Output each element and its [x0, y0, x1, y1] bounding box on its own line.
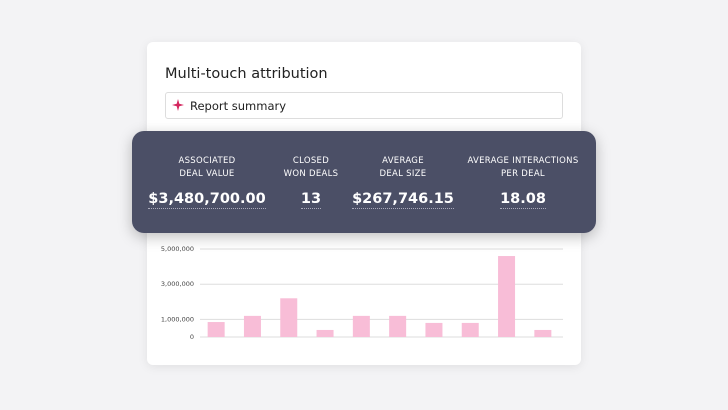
stats-panel: ASSOCIATED DEAL VALUE $3,480,700.00 CLOSED W…	[132, 131, 596, 233]
stat-label: AVERAGE INTERACTIONS PER DEAL	[453, 155, 593, 181]
bar	[207, 322, 225, 337]
stat-label-line: DEAL SIZE	[379, 169, 427, 179]
stat-label-line: ASSOCIATED	[178, 156, 236, 166]
bar	[498, 256, 516, 337]
card-title: Multi-touch attribution	[165, 66, 328, 82]
stat-label: ASSOCIATED DEAL VALUE	[137, 155, 277, 181]
stat-label-line: PER DEAL	[501, 169, 545, 179]
stat-value: 13	[300, 191, 322, 209]
stat-label: AVERAGE DEAL SIZE	[333, 155, 473, 181]
y-tick-label: 1,000,000	[161, 315, 194, 323]
chart: 0 1,000,000 3,000,000 5,000,000	[161, 245, 563, 341]
bar	[243, 315, 261, 337]
bar	[461, 322, 479, 337]
y-tick-label: 3,000,000	[161, 280, 194, 288]
sparkle-icon	[172, 99, 184, 111]
bar	[389, 315, 407, 337]
bar	[425, 322, 443, 337]
bar	[352, 315, 370, 337]
stat-label: CLOSED WON DEALS	[241, 155, 381, 181]
stat-value: $3,480,700.00	[148, 191, 266, 209]
stat-value: 18.08	[500, 191, 546, 209]
report-summary-button[interactable]: Report summary	[165, 92, 563, 119]
stat: ASSOCIATED DEAL VALUE $3,480,700.00	[137, 155, 277, 209]
stat: AVERAGE DEAL SIZE $267,746.15	[333, 155, 473, 209]
stat-label-line: AVERAGE	[382, 156, 424, 166]
stat-label-line: DEAL VALUE	[179, 169, 235, 179]
y-tick-label: 5,000,000	[161, 245, 194, 253]
stat-value: $267,746.15	[352, 191, 454, 209]
stat-label-line: CLOSED	[292, 156, 330, 166]
button-label: Report summary	[190, 99, 287, 113]
stat-label-line: AVERAGE INTERACTIONS	[467, 156, 579, 166]
stat: AVERAGE INTERACTIONS PER DEAL 18.08	[453, 155, 593, 209]
stat-label-line: WON DEALS	[283, 169, 339, 179]
stat: CLOSED WON DEALS 13	[241, 155, 381, 209]
y-tick-label: 0	[190, 333, 194, 341]
bar	[316, 329, 334, 337]
bar	[280, 298, 298, 337]
bar	[534, 329, 552, 337]
